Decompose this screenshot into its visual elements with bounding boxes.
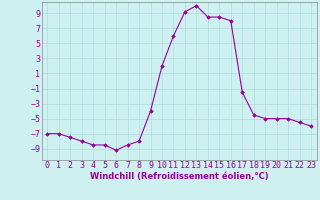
X-axis label: Windchill (Refroidissement éolien,°C): Windchill (Refroidissement éolien,°C) (90, 172, 268, 181)
